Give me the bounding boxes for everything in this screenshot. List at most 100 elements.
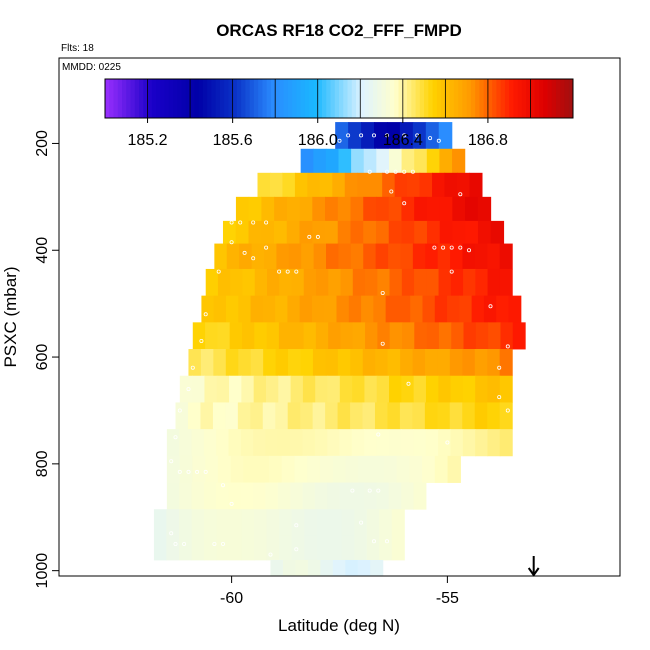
heatmap-cell <box>276 243 290 270</box>
colorbar-segment <box>368 79 374 118</box>
heatmap-cell <box>474 349 488 377</box>
heatmap-cell <box>352 268 366 297</box>
sample-point <box>359 133 364 138</box>
heatmap-cell <box>391 535 405 561</box>
heatmap-cell <box>307 559 321 576</box>
colorbar-segment <box>202 79 208 118</box>
sample-point <box>402 201 407 206</box>
heatmap-cell <box>375 220 390 244</box>
heatmap-cell <box>362 349 376 377</box>
heatmap-cell <box>412 243 426 270</box>
sample-point <box>177 469 182 474</box>
heatmap-cell <box>338 148 352 174</box>
heatmap-cell <box>462 402 476 430</box>
heatmap-cell <box>414 220 428 244</box>
heatmap-cell <box>434 455 449 483</box>
heatmap-cell <box>238 349 252 377</box>
heatmap-cell <box>299 196 313 222</box>
colorbar-tick-label: 186.4 <box>383 132 423 149</box>
colorbar-segment <box>173 79 178 118</box>
heatmap-cell <box>192 375 206 403</box>
colorbar-segment <box>185 79 191 118</box>
heatmap-cell <box>291 535 305 561</box>
heatmap-cell <box>327 429 341 457</box>
heatmap-cell <box>302 429 316 457</box>
colorbar-segment <box>560 79 565 118</box>
colorbar-segment <box>109 79 114 118</box>
heatmap-cell <box>288 349 302 377</box>
colorbar-segment <box>156 79 161 118</box>
colorbar-segment <box>568 79 574 118</box>
heatmap-cell <box>438 268 452 297</box>
heatmap-cell <box>328 322 342 350</box>
heatmap-cell <box>475 375 489 403</box>
colorbar-segment <box>151 79 157 118</box>
heatmap-cell <box>336 295 350 323</box>
colorbar-segment <box>436 79 442 118</box>
heatmap-cell <box>444 172 458 198</box>
heatmap-cell <box>201 295 215 323</box>
heatmap-cell <box>250 349 264 377</box>
sample-point <box>367 488 372 493</box>
heatmap-cell <box>278 375 292 403</box>
colorbar-segment <box>219 79 225 118</box>
heatmap-cell <box>263 243 277 270</box>
heatmap-cell <box>438 122 453 150</box>
colorbar-segment <box>236 79 242 118</box>
colorbar-segment <box>458 79 463 118</box>
heatmap-cell <box>438 375 452 403</box>
heatmap-cell <box>303 322 317 350</box>
heatmap-cell <box>191 535 205 561</box>
heatmap-cell <box>358 455 372 483</box>
heatmap-cell <box>242 268 256 297</box>
heatmap-cell <box>291 322 305 350</box>
heatmap-cell <box>364 375 378 403</box>
heatmap-cells <box>153 122 526 576</box>
heatmap-cell <box>465 220 479 244</box>
heatmap-cell <box>324 220 339 244</box>
colorbar-segment <box>160 79 166 118</box>
heatmap-cell <box>205 268 219 297</box>
colorbar-segment <box>509 79 514 118</box>
heatmap-cell <box>361 122 375 150</box>
heatmap-cell <box>377 322 391 350</box>
heatmap-cell <box>471 295 485 323</box>
colorbar-tick-label: 186.0 <box>298 132 338 149</box>
heatmap-cell <box>329 535 343 561</box>
colorbar-segment <box>398 79 404 118</box>
colorbar-segment <box>462 79 468 118</box>
colorbar-segment <box>441 79 446 118</box>
colorbar: 185.2 185.6 186.0 186.4 186.8 <box>104 78 574 149</box>
chart-title: ORCAS RF18 CO2_FFF_FMPD <box>216 21 462 40</box>
sample-point <box>182 542 187 547</box>
heatmap-cell <box>499 429 513 457</box>
heatmap-cell <box>425 429 439 457</box>
colorbar-segment <box>139 79 144 118</box>
heatmap-cell <box>462 375 476 403</box>
colorbar-segment <box>517 79 523 118</box>
heatmap-cell <box>459 295 473 323</box>
heatmap-cell <box>414 196 428 222</box>
heatmap-cell <box>290 482 304 510</box>
heatmap-cell <box>475 429 489 457</box>
sample-point <box>410 169 415 174</box>
heatmap-cell <box>345 455 359 483</box>
heatmap-cell <box>278 322 292 350</box>
colorbar-segment <box>177 79 183 118</box>
heatmap-cell <box>251 243 265 270</box>
heatmap-cell <box>304 535 318 561</box>
colorbar-segment <box>500 79 506 118</box>
colorbar-segment <box>543 79 548 118</box>
heatmap-cell <box>257 172 271 198</box>
heatmap-cell <box>465 196 479 222</box>
heatmap-cell <box>363 243 377 270</box>
heatmap-cell <box>263 349 277 377</box>
heatmap-cell <box>400 243 414 270</box>
heatmap-cell <box>379 535 393 561</box>
sample-point <box>371 539 376 544</box>
heatmap-cell <box>426 322 440 350</box>
heatmap-cell <box>253 482 267 510</box>
colorbar-segment <box>211 79 217 118</box>
heatmap-cell <box>386 122 401 150</box>
